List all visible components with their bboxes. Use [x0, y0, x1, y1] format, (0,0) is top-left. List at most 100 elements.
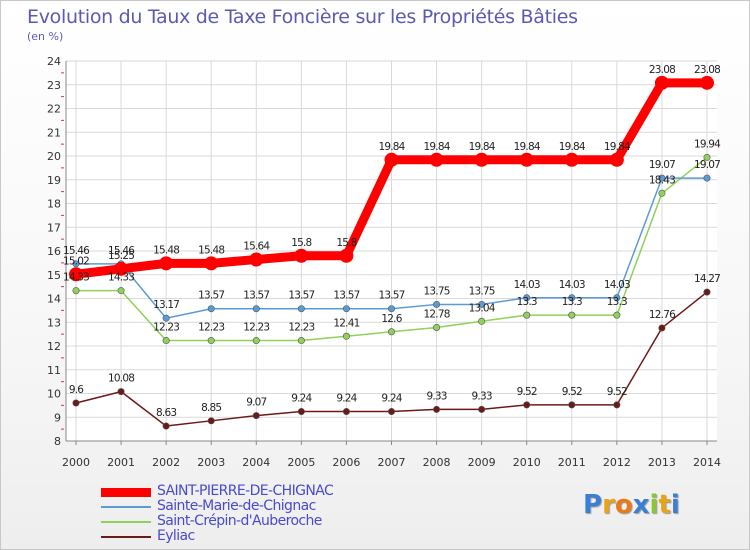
y-tick-label: 13 — [47, 316, 61, 329]
data-point — [658, 174, 666, 182]
x-tick-label: 2002 — [152, 456, 180, 469]
data-point — [568, 311, 576, 319]
data-label: 13.57 — [198, 290, 224, 302]
data-point — [207, 417, 215, 425]
data-point — [568, 294, 576, 302]
x-tick-label: 2008 — [423, 456, 451, 469]
x-tick-label: 2004 — [242, 456, 270, 469]
data-label: 13.57 — [288, 290, 314, 302]
chart-axes: 8 9 10 11 12 13 14 15 16 17 18 19 20 21 22 23 24 2000 2001… — [47, 55, 721, 469]
data-label: 13.57 — [378, 290, 404, 302]
data-label: 9.33 — [472, 390, 492, 402]
data-label: 13.57 — [243, 290, 269, 302]
x-tick-label: 2000 — [62, 456, 90, 469]
data-label: 19.84 — [378, 141, 405, 153]
data-point — [703, 288, 711, 296]
data-point — [207, 337, 215, 345]
legend-swatch — [101, 487, 151, 497]
data-label: 14.27 — [694, 273, 720, 285]
data-label: 15.48 — [153, 244, 179, 256]
y-tick-label: 20 — [47, 150, 61, 163]
y-tick-label: 23 — [47, 79, 61, 92]
data-label: 13.75 — [424, 285, 450, 297]
data-point — [429, 152, 444, 167]
data-point — [568, 401, 576, 409]
x-tick-label: 2001 — [107, 456, 135, 469]
data-label: 13.75 — [469, 285, 495, 297]
y-tick-label: 12 — [47, 340, 61, 353]
data-point — [523, 401, 531, 409]
x-tick-label: 2011 — [558, 456, 586, 469]
data-label: 19.94 — [694, 138, 721, 150]
legend-label: Eyliac — [157, 528, 195, 544]
y-tick-label: 15 — [47, 269, 61, 282]
data-label: 12.41 — [333, 317, 359, 329]
data-label: 13.3 — [607, 296, 627, 308]
data-point — [703, 174, 711, 182]
data-label: 9.24 — [291, 393, 312, 405]
data-label: 13.17 — [153, 299, 179, 311]
data-label: 9.33 — [426, 390, 446, 402]
data-label: 12.23 — [288, 322, 314, 334]
logo-letter: r — [602, 490, 615, 520]
data-label: 8.85 — [201, 402, 221, 414]
y-tick-label: 22 — [47, 103, 61, 116]
y-tick-label: 19 — [47, 174, 61, 187]
data-point — [252, 337, 260, 345]
legend-label: Sainte-Marie-de-Chignac — [157, 498, 316, 514]
data-point — [700, 75, 714, 90]
data-point — [252, 305, 260, 313]
data-point — [474, 152, 489, 167]
x-tick-label: 2003 — [197, 456, 225, 469]
logo-letter: P — [583, 490, 603, 520]
chart-grid — [66, 60, 717, 442]
data-point — [523, 311, 531, 319]
data-point — [342, 332, 350, 340]
legend-label: Saint-Crépin-d'Auberoche — [157, 513, 322, 529]
data-label: 8.63 — [156, 407, 176, 419]
data-label: 19.84 — [514, 141, 541, 153]
data-label: 14.03 — [604, 279, 630, 291]
data-point — [294, 248, 309, 263]
data-label: 13.3 — [517, 296, 537, 308]
data-label: 12.78 — [424, 308, 450, 320]
data-label: 15.64 — [243, 241, 270, 253]
data-point — [252, 412, 260, 420]
y-tick-label: 10 — [47, 388, 61, 401]
data-label: 9.24 — [381, 393, 402, 405]
data-point — [159, 256, 174, 271]
x-tick-label: 2013 — [648, 456, 676, 469]
data-labels: 15.02 15.25 15.48 15.48 15.64 15.8 15.8 19.84 19… — [63, 64, 722, 419]
data-label: 15.8 — [291, 237, 311, 249]
x-tick-label: 2009 — [468, 456, 496, 469]
data-label: 9.52 — [517, 386, 537, 398]
data-point — [339, 248, 354, 263]
data-point — [433, 300, 441, 308]
data-label: 10.08 — [108, 373, 134, 385]
y-tick-label: 16 — [47, 245, 61, 258]
data-label: 19.07 — [694, 159, 720, 171]
data-point — [114, 261, 129, 276]
x-tick-label: 2006 — [332, 456, 360, 469]
data-point — [654, 75, 669, 90]
data-point — [387, 328, 395, 336]
data-label: 23.08 — [694, 64, 720, 76]
logo-letter: i — [649, 490, 659, 520]
data-label: 12.76 — [649, 309, 676, 321]
data-point — [207, 305, 215, 313]
data-point — [249, 252, 264, 267]
data-point — [72, 287, 80, 295]
data-point — [297, 305, 305, 313]
data-label: 18.43 — [649, 174, 675, 186]
logo-letter: o — [614, 490, 633, 520]
chart-subtitle: (en %) — [27, 30, 64, 43]
data-point — [658, 324, 666, 332]
y-tick-label: 9 — [54, 411, 61, 424]
chart-title: Evolution du Taux de Taxe Foncière sur l… — [27, 6, 578, 28]
y-tick-label: 24 — [47, 55, 61, 68]
data-point — [703, 153, 711, 161]
data-label: 13.04 — [469, 302, 496, 314]
data-point — [658, 189, 666, 197]
data-point — [162, 314, 170, 322]
